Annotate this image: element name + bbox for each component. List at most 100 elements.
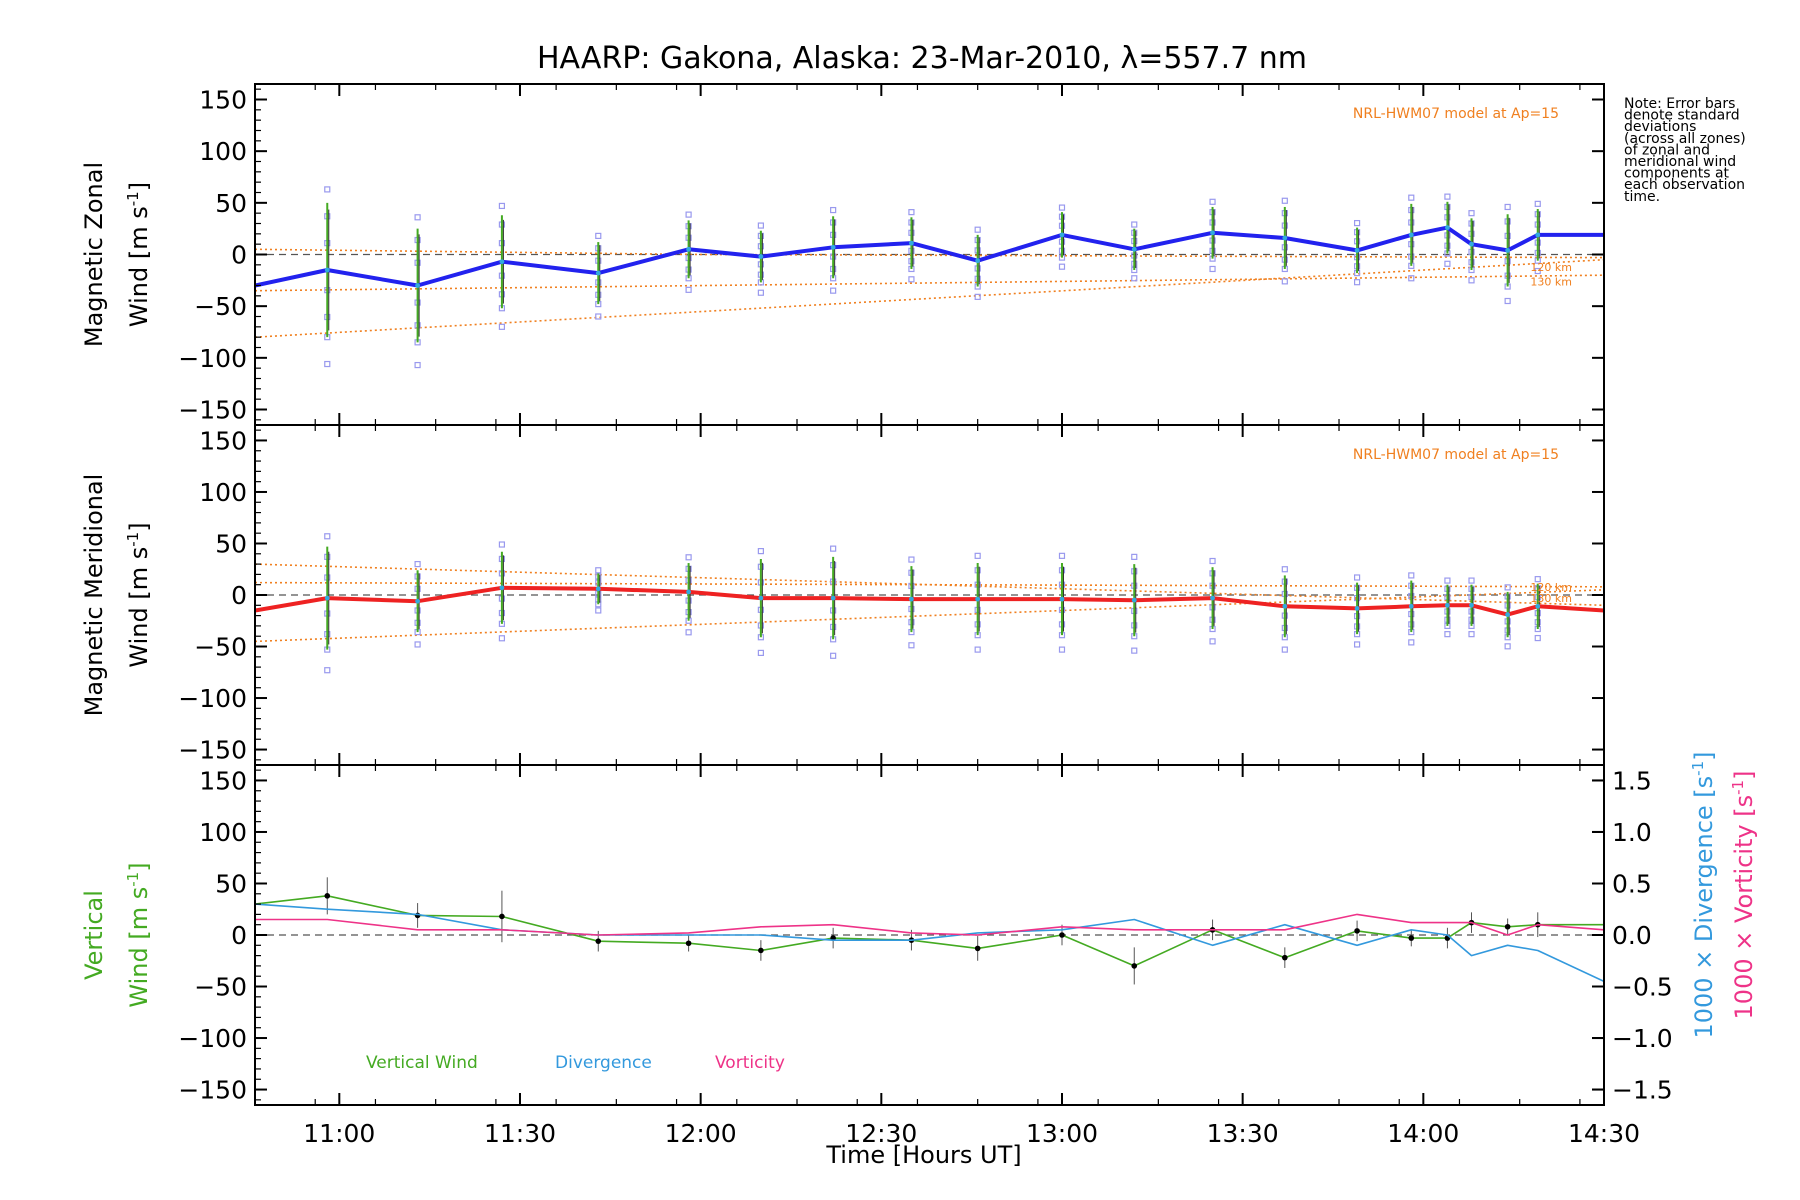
data-point bbox=[1282, 603, 1288, 609]
x-tick-label: 11:30 bbox=[484, 1119, 556, 1148]
sample-point bbox=[1131, 553, 1138, 560]
data-point bbox=[758, 254, 764, 259]
data-point bbox=[499, 585, 505, 591]
right-y-tick-label: 0.0 bbox=[1612, 921, 1652, 950]
data-point bbox=[1469, 602, 1474, 608]
data-point bbox=[1282, 954, 1288, 961]
model-curve bbox=[255, 274, 1604, 292]
note-line: (across all zones) bbox=[1624, 131, 1746, 147]
data-point bbox=[974, 945, 981, 952]
right-y-tick-label: 0.5 bbox=[1612, 869, 1652, 898]
note-line: meridional wind bbox=[1624, 154, 1736, 170]
x-tick-label: 12:00 bbox=[665, 1119, 737, 1148]
sample-point bbox=[1444, 631, 1451, 638]
sample-point bbox=[974, 552, 981, 559]
data-point bbox=[1131, 597, 1137, 603]
data-point bbox=[686, 246, 692, 252]
sample-point bbox=[757, 649, 764, 657]
data-point bbox=[1059, 232, 1065, 238]
panel-meridional: 150 100 50 0 −50 −100 −150 Magnetic Meridional W… bbox=[80, 424, 1605, 766]
right-y-tick-label: 1.5 bbox=[1612, 766, 1652, 795]
model-curve bbox=[255, 258, 1604, 338]
x-tick-label: 12:30 bbox=[845, 1119, 917, 1148]
data-point bbox=[1445, 602, 1450, 608]
sample-point bbox=[1504, 584, 1511, 591]
data-point bbox=[1408, 232, 1414, 238]
sample-point bbox=[595, 313, 602, 320]
data-point bbox=[1408, 935, 1415, 941]
sample-point bbox=[685, 211, 692, 218]
data-point bbox=[1445, 225, 1450, 231]
data-point bbox=[1535, 603, 1541, 609]
sample-point bbox=[1281, 646, 1288, 653]
data-point bbox=[1210, 230, 1215, 236]
y-tick-label: 150 bbox=[199, 426, 247, 455]
x-axis-title: Time [Hours UT] bbox=[825, 1141, 1021, 1169]
sample-point bbox=[908, 209, 915, 216]
model-line-label: 130 km bbox=[1530, 275, 1572, 288]
data-point bbox=[685, 940, 692, 947]
sample-point bbox=[1353, 279, 1361, 286]
data-point bbox=[324, 595, 330, 601]
sample-point bbox=[830, 652, 837, 659]
chart-title: HAARP: Gakona, Alaska: 23-Mar-2010, λ=55… bbox=[537, 41, 1307, 76]
right-y-tick-label: −1.0 bbox=[1612, 1024, 1673, 1053]
data-point bbox=[1469, 241, 1474, 247]
data-point bbox=[975, 596, 981, 602]
y-tick-label: −150 bbox=[178, 736, 247, 765]
note-line: Note: Error bars bbox=[1624, 96, 1735, 112]
data-point bbox=[1059, 932, 1065, 938]
y-tick-label: −50 bbox=[194, 633, 247, 662]
panel-zonal: 150 100 50 0 −50 −100 −150 Magnetic Zonal Wind [… bbox=[80, 83, 1605, 426]
x-tick-label: 14:00 bbox=[1387, 1119, 1459, 1148]
y-tick-label: −150 bbox=[178, 396, 247, 425]
data-point bbox=[595, 586, 601, 592]
data-point bbox=[1131, 246, 1137, 252]
y-tick-label: 150 bbox=[199, 86, 247, 115]
y-axis-title: Wind [m s-1] bbox=[124, 862, 153, 1007]
data-point bbox=[909, 596, 914, 602]
sample-point bbox=[1504, 643, 1511, 650]
sample-point bbox=[324, 360, 331, 368]
legend-item: Vertical Wind bbox=[366, 1053, 478, 1073]
y-axis-title: Wind [m s-1] bbox=[124, 182, 153, 327]
sample-point bbox=[1534, 576, 1541, 583]
sample-point bbox=[498, 202, 506, 210]
data-point bbox=[499, 913, 505, 920]
sample-point bbox=[414, 560, 421, 568]
x-tick-label: 13:30 bbox=[1207, 1119, 1279, 1148]
data-point bbox=[324, 893, 331, 899]
y-tick-label: 50 bbox=[215, 189, 247, 218]
sample-point bbox=[498, 635, 506, 642]
data-point bbox=[758, 947, 764, 954]
sample-point bbox=[1353, 641, 1361, 648]
data-point bbox=[758, 595, 764, 601]
data-point bbox=[595, 270, 601, 276]
sample-point bbox=[414, 361, 421, 369]
sample-point bbox=[1504, 297, 1511, 305]
series-line-vorticity bbox=[255, 913, 1604, 936]
legend-item: Vorticity bbox=[715, 1053, 785, 1073]
sample-point bbox=[1408, 639, 1415, 646]
right-y-tick-label: −1.5 bbox=[1612, 1076, 1673, 1105]
data-point bbox=[686, 589, 692, 595]
series-line-vertical-wind bbox=[255, 894, 1604, 967]
sample-point bbox=[1058, 204, 1066, 211]
y-tick-label: 100 bbox=[199, 478, 247, 507]
plot-area bbox=[255, 533, 1604, 674]
data-point bbox=[499, 259, 505, 265]
y-tick-label: 0 bbox=[231, 581, 247, 610]
sample-point bbox=[1353, 219, 1361, 227]
x-tick-label: 13:00 bbox=[1026, 1119, 1098, 1148]
legend-item: Divergence bbox=[555, 1053, 652, 1073]
sample-point bbox=[1281, 278, 1288, 285]
sample-point bbox=[324, 186, 331, 193]
sample-point bbox=[414, 214, 421, 221]
y-tick-label: 150 bbox=[199, 766, 247, 795]
sample-point bbox=[1353, 574, 1361, 581]
sample-point bbox=[830, 206, 837, 214]
sample-point bbox=[324, 667, 331, 674]
sample-point bbox=[1209, 638, 1216, 645]
data-point bbox=[1408, 603, 1414, 609]
